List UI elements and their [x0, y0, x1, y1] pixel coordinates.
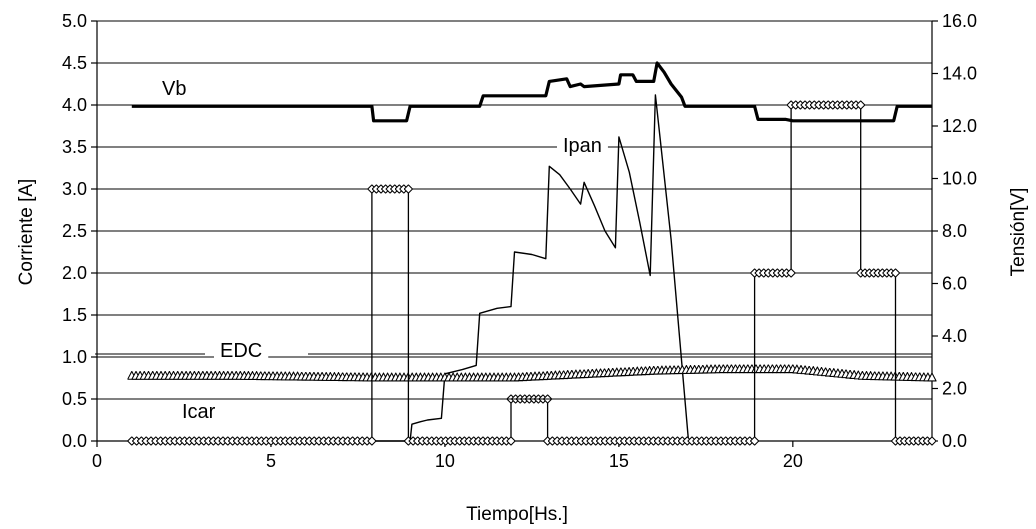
series-layer [95, 61, 933, 441]
y-left-axis-title: Corriente [A] [16, 179, 37, 286]
y-left-tick-label: 1.0 [62, 347, 87, 367]
series-line-edc [131, 368, 933, 378]
x-tick-label: 5 [266, 451, 276, 471]
x-tick-label: 0 [92, 451, 102, 471]
x-axis-title: Tiempo[Hs.] [466, 504, 568, 525]
y-right-tick-label: 8.0 [942, 221, 967, 241]
series-labels: Vb Ipan EDC Icar [156, 77, 608, 424]
y-left-tick-label: 2.0 [62, 263, 87, 283]
y-left-tick-label: 2.5 [62, 221, 87, 241]
y-left-tick-label: 4.0 [62, 95, 87, 115]
y-left-tick-label: 4.5 [62, 53, 87, 73]
y-left-tick-label: 0.0 [62, 431, 87, 451]
series-label-icar: Icar [182, 401, 216, 423]
series-label-backing [156, 77, 193, 101]
x-tick-label: 20 [783, 451, 803, 471]
y-right-tick-label: 12.0 [942, 116, 977, 136]
y-right-tick-label: 4.0 [942, 326, 967, 346]
series-label-backing [176, 400, 222, 424]
series-label-vb: Vb [162, 78, 186, 100]
series-label-backing [214, 339, 269, 363]
y-right-tick-label: 0.0 [942, 431, 967, 451]
y-right-tick-label: 14.0 [942, 64, 977, 84]
series-label-ipan: Ipan [563, 135, 602, 157]
y-left-tick-label: 3.5 [62, 137, 87, 157]
series-line-vb [131, 61, 932, 123]
y-right-tick-label: 2.0 [942, 379, 967, 399]
y-left-tick-label: 1.5 [62, 305, 87, 325]
y-right-tick-label: 10.0 [942, 169, 977, 189]
series-label-backing [557, 134, 608, 158]
y-left-tick-label: 0.5 [62, 389, 87, 409]
y-right-tick-label: 6.0 [942, 274, 967, 294]
x-tick-label: 10 [435, 451, 455, 471]
y-left-tick-label: 5.0 [62, 11, 87, 31]
x-tick-label: 15 [609, 451, 629, 471]
y-left-tick-label: 3.0 [62, 179, 87, 199]
series-label-edc: EDC [220, 340, 262, 362]
y-right-tick-label: 16.0 [942, 11, 977, 31]
y-right-axis-title: Tensión[V] [1008, 188, 1029, 277]
